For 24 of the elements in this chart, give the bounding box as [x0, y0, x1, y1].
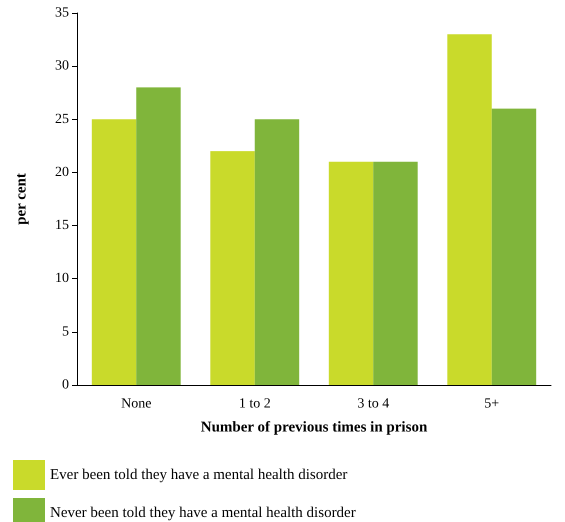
y-tick-label: 0 — [62, 378, 69, 392]
y-axis-title: per cent — [14, 173, 30, 225]
bar — [210, 151, 255, 385]
legend-label: Ever been told they have a mental health disorder — [50, 467, 348, 483]
bar — [254, 119, 300, 385]
y-tick-label: 10 — [55, 271, 69, 286]
bar — [492, 108, 536, 385]
bar — [373, 162, 418, 385]
x-tick-label: 3 to 4 — [357, 396, 390, 412]
y-tick-label: 25 — [55, 112, 69, 127]
y-tick-label: 20 — [55, 164, 69, 180]
x-tick-label: None — [121, 396, 152, 412]
y-tick-label: 15 — [55, 218, 69, 234]
bar — [136, 87, 181, 385]
x-tick-label: 5+ — [484, 396, 500, 412]
y-tick-label: 5 — [62, 324, 69, 340]
x-axis-title: Number of previous times in prison — [200, 420, 428, 436]
bar — [92, 119, 136, 385]
bar — [328, 162, 374, 385]
legend-label: Never been told they have a mental health disorder — [50, 505, 356, 521]
bar — [447, 34, 492, 385]
y-tick-label: 30 — [55, 58, 69, 74]
y-tick-label: 35 — [55, 6, 69, 20]
x-tick-label: 1 to 2 — [238, 396, 271, 412]
